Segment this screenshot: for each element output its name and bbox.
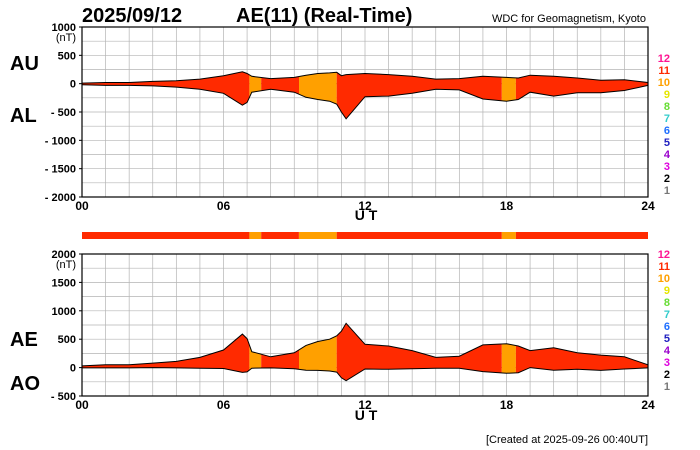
x-tick-label: 12 xyxy=(358,199,372,213)
ae-ao-plot-frame xyxy=(81,253,649,397)
au-al-grid xyxy=(82,27,648,197)
level-legend-entry: 12 xyxy=(658,249,670,261)
level-legend-entry: 5 xyxy=(664,333,670,345)
y-tick-label: 1000 xyxy=(52,306,76,318)
y-tick-label: 0 xyxy=(70,79,76,91)
level-legend-entry: 1 xyxy=(664,381,670,393)
x-tick-label: 18 xyxy=(500,199,514,213)
level-legend-entry: 9 xyxy=(664,285,670,297)
ae-ao-x-ticks: 00 06 12 18 24 xyxy=(75,398,655,412)
au-label: AU xyxy=(10,53,39,75)
level-bar-segment xyxy=(299,232,337,239)
y-tick-label: - 500 xyxy=(51,391,76,403)
level-legend-entry: 3 xyxy=(664,357,670,369)
chart-title: AE(11) (Real-Time) xyxy=(236,5,412,27)
y-tick-label: 500 xyxy=(58,50,76,62)
level-legend-entry: 7 xyxy=(664,113,670,125)
y-tick-label: 1000 xyxy=(52,22,76,34)
activity-fill-segment xyxy=(501,77,516,102)
x-tick-label: 00 xyxy=(75,398,89,412)
level-legend-entry: 4 xyxy=(664,149,671,161)
x-tick-label: 00 xyxy=(75,199,89,213)
ae-ao-unit: (nT) xyxy=(56,259,76,271)
ae-label: AE xyxy=(10,329,38,351)
series-line-au xyxy=(81,71,649,84)
activity-fill-segment xyxy=(261,349,299,370)
activity-fill-segment xyxy=(299,72,337,105)
level-legend-entry: 1 xyxy=(664,185,670,197)
level-legend-entry: 11 xyxy=(658,65,670,77)
au-al-x-ticks: 00 06 12 18 24 xyxy=(75,199,655,213)
series-line-al xyxy=(81,84,649,120)
y-tick-label: - 1500 xyxy=(45,164,76,176)
au-al-fill xyxy=(81,71,649,120)
level-legend-entry: 6 xyxy=(664,125,670,137)
y-tick-label: - 1000 xyxy=(45,135,76,147)
au-al-y-ticks: 1000 500 0 - 500 - 1000 - 1500 - 2000 xyxy=(45,22,82,204)
y-tick-label: 2000 xyxy=(52,249,76,261)
source-label: WDC for Geomagnetism, Kyoto xyxy=(492,13,646,25)
level-legend-entry: 10 xyxy=(658,273,670,285)
level-legend-entry: 2 xyxy=(664,369,670,381)
activity-fill-segment xyxy=(249,345,262,370)
activity-fill-segment xyxy=(82,334,250,373)
y-tick-label: - 2000 xyxy=(45,192,76,204)
level-bar-segment xyxy=(82,232,250,239)
level-bar-segment xyxy=(261,232,299,239)
level-bar-segment xyxy=(501,232,516,239)
x-tick-label: 12 xyxy=(358,398,372,412)
al-label: AL xyxy=(10,105,37,127)
activity-fill-segment xyxy=(515,75,648,100)
ae-ao-y-ticks: 2000 1500 1000 500 0 - 500 xyxy=(51,249,82,403)
level-legend-entry: 3 xyxy=(664,161,670,173)
ae-ao-grid xyxy=(82,254,648,396)
activity-fill-segment xyxy=(336,323,502,381)
activity-fill-segment xyxy=(82,71,250,106)
activity-fill-segment xyxy=(501,343,516,374)
series-line-ao xyxy=(82,367,649,382)
level-legend-entry: 6 xyxy=(664,321,670,333)
level-legend-entry: 11 xyxy=(658,261,670,273)
created-timestamp: [Created at 2025-09-26 00:40UT] xyxy=(486,434,648,446)
level-legend-entry: 12 xyxy=(658,53,670,65)
level-legend-entry: 8 xyxy=(664,101,670,113)
level-bar-segment xyxy=(249,232,262,239)
ae-ao-x-axis-label: U T xyxy=(355,407,378,423)
level-legend-entry: 9 xyxy=(664,89,670,101)
x-tick-label: 18 xyxy=(500,398,514,412)
level-legend-entry: 7 xyxy=(664,309,670,321)
level-legend-entry: 2 xyxy=(664,173,670,185)
y-tick-label: 1500 xyxy=(52,277,76,289)
activity-fill-segment xyxy=(336,72,502,119)
date-label: 2025/09/12 xyxy=(82,5,182,27)
y-tick-label: 0 xyxy=(70,363,76,375)
x-tick-label: 06 xyxy=(217,398,231,412)
activity-fill-segment xyxy=(515,345,648,373)
level-bar-segment xyxy=(515,232,648,239)
au-al-x-axis-label: U T xyxy=(355,207,378,223)
y-tick-label: 500 xyxy=(58,334,76,346)
level-legend-entry: 10 xyxy=(658,77,670,89)
activity-level-bar xyxy=(82,232,648,239)
x-tick-label: 06 xyxy=(217,199,231,213)
level-bar-segment xyxy=(336,232,502,239)
series-line-ae xyxy=(81,322,649,367)
level-legend-entry: 5 xyxy=(664,137,670,149)
x-tick-label: 24 xyxy=(641,199,655,213)
y-tick-label: - 500 xyxy=(51,107,76,119)
au-al-unit: (nT) xyxy=(56,32,76,44)
ae-ao-fill xyxy=(81,322,649,382)
ao-label: AO xyxy=(10,373,40,395)
level-legend-entry: 8 xyxy=(664,297,670,309)
activity-fill-segment xyxy=(261,76,299,95)
x-tick-label: 24 xyxy=(641,398,655,412)
level-legend-entry: 4 xyxy=(664,345,671,357)
